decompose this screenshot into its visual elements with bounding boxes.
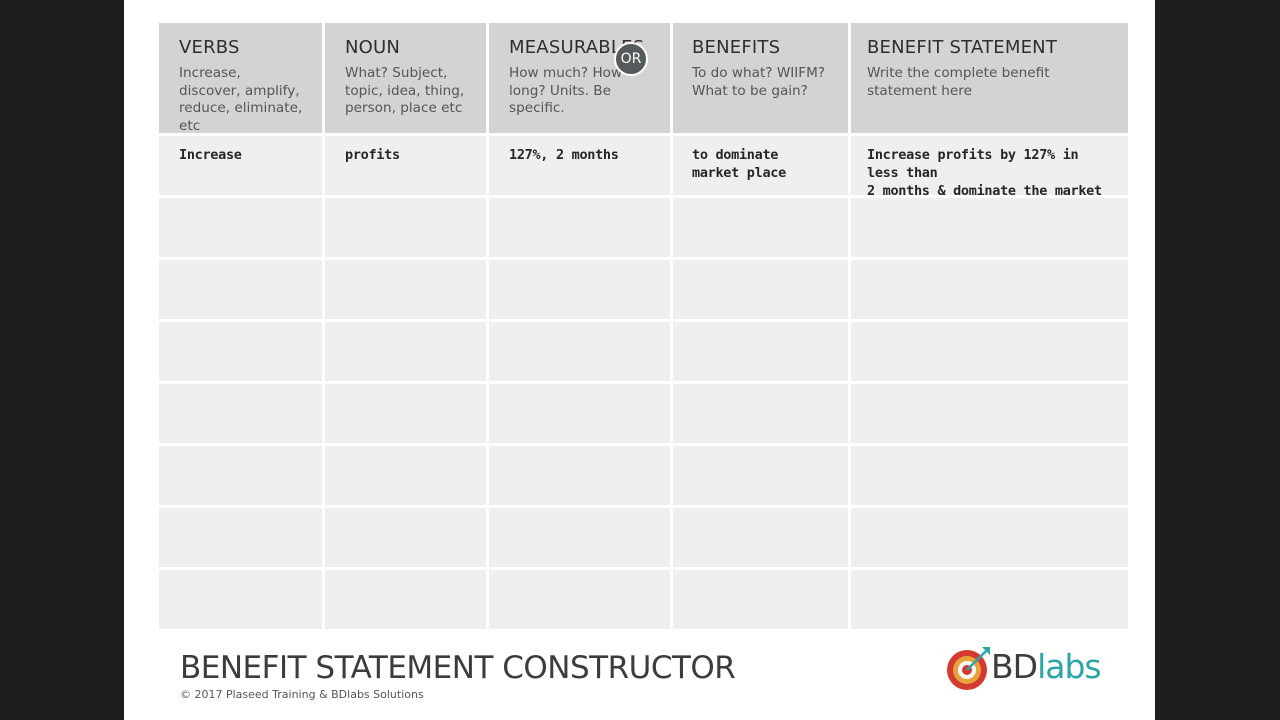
header-title: VERBS [179,37,240,58]
cell-benefit: to dominate market place [673,136,848,195]
table-row [159,446,1128,505]
empty-cell [851,384,1128,443]
empty-cell [673,446,848,505]
empty-cell [489,260,670,319]
empty-cell [489,508,670,567]
cell-statement: Increase profits by 127% in less than 2 … [851,136,1128,217]
logo-bd: BD [991,647,1038,686]
header-benefit-statement: BENEFIT STATEMENT Write the complete ben… [851,23,1128,133]
table-row [159,260,1128,319]
empty-cell [325,446,486,505]
measurable-value: 127%, 2 months [509,147,619,163]
empty-cell [159,384,322,443]
example-row: Increase profits 127%, 2 months to domin… [159,136,1128,217]
cell-measurable: 127%, 2 months [489,136,670,195]
benefit-line-2: market place [692,165,786,181]
or-badge: OR [614,42,648,76]
logo-wordmark: BDlabs [991,645,1102,689]
header-measurables: MEASURABLES How much? How long? Units. B… [489,23,670,133]
empty-cell [325,570,486,629]
empty-cell [489,322,670,381]
benefit-line-1: to dominate [692,147,779,163]
empty-cell [159,322,322,381]
empty-cell [673,260,848,319]
empty-cell [673,508,848,567]
noun-value: profits [345,147,400,163]
empty-cell [851,260,1128,319]
table-row [159,570,1128,629]
header-description: How much? How long? Units. Be specific. [509,65,623,116]
copyright-text: © 2017 Plaseed Training & BDlabs Solutio… [180,688,424,701]
verb-value: Increase [179,147,242,163]
header-title: NOUN [345,37,401,58]
empty-cell [325,198,486,257]
empty-cell [159,446,322,505]
header-verbs: VERBS Increase, discover, amplify, reduc… [159,23,322,134]
empty-cell [673,322,848,381]
bdlabs-logo: BDlabs [946,643,1102,691]
empty-cell [851,508,1128,567]
benefit-table: VERBS Increase, discover, amplify, reduc… [159,23,1128,629]
table-row [159,508,1128,567]
statement-line-1: Increase profits by 127% in less than [867,147,1079,181]
empty-cell [159,198,322,257]
header-description: What? Subject, topic, idea, thing, perso… [345,65,465,116]
empty-cell [673,384,848,443]
header-description: To do what? WIIFM? What to be gain? [692,65,826,99]
empty-cell [489,570,670,629]
empty-cell [325,322,486,381]
page-title: BENEFIT STATEMENT CONSTRUCTOR [180,650,736,686]
table-row [159,198,1128,257]
header-description: Increase, discover, amplify, reduce, eli… [179,65,303,134]
target-arrow-icon [946,645,990,690]
empty-cell [159,260,322,319]
header-row: VERBS Increase, discover, amplify, reduc… [159,23,1128,134]
empty-cell [325,260,486,319]
header-title: MEASURABLES [509,37,645,58]
cell-noun: profits [325,136,486,195]
empty-cell [851,322,1128,381]
empty-rows [159,198,1128,629]
empty-cell [489,446,670,505]
cell-verb: Increase [159,136,322,195]
header-title: BENEFIT STATEMENT [867,37,1058,58]
empty-cell [851,570,1128,629]
header-benefits: BENEFITS To do what? WIIFM? What to be g… [673,23,848,133]
empty-cell [673,570,848,629]
table-row [159,322,1128,381]
worksheet-page: VERBS Increase, discover, amplify, reduc… [124,0,1155,720]
logo-labs: labs [1037,647,1102,686]
empty-cell [489,198,670,257]
empty-cell [851,446,1128,505]
empty-cell [851,198,1128,257]
header-noun: NOUN What? Subject, topic, idea, thing, … [325,23,486,133]
empty-cell [159,508,322,567]
table-row [159,384,1128,443]
header-description: Write the complete benefit statement her… [867,65,1050,99]
empty-cell [325,508,486,567]
header-title: BENEFITS [692,37,781,58]
empty-cell [489,384,670,443]
empty-cell [325,384,486,443]
empty-cell [159,570,322,629]
empty-cell [673,198,848,257]
